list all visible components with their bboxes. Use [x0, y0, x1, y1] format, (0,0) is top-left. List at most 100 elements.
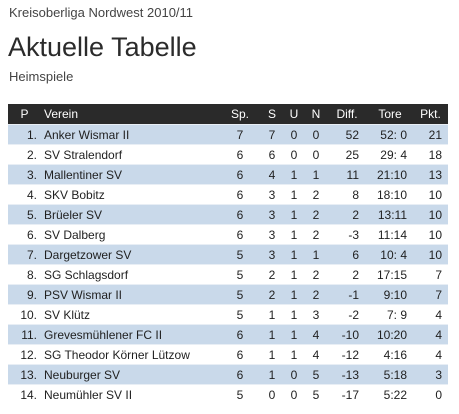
- goals-cell: 9:10: [367, 284, 413, 305]
- team-name-cell[interactable]: Anker Wismar II: [41, 124, 219, 145]
- points-cell: 7: [413, 264, 448, 285]
- points-cell: 7: [413, 284, 448, 305]
- position-cell: 1.: [8, 124, 41, 145]
- points-cell: 13: [413, 164, 448, 185]
- points-cell: 10: [413, 224, 448, 245]
- losses-cell: 4: [305, 344, 327, 365]
- points-cell: 10: [413, 244, 448, 265]
- draws-cell: 1: [283, 224, 305, 245]
- goals-cell: 29: 4: [367, 144, 413, 165]
- draws-cell: 1: [283, 304, 305, 325]
- draws-cell: 1: [283, 184, 305, 205]
- team-name-cell[interactable]: SKV Bobitz: [41, 184, 219, 205]
- played-cell: 5: [219, 264, 261, 285]
- team-name-cell[interactable]: Neumühler SV II: [41, 384, 219, 404]
- position-cell: 14.: [8, 384, 41, 404]
- points-cell: 18: [413, 144, 448, 165]
- losses-cell: 2: [305, 184, 327, 205]
- goal-difference-cell: -1: [327, 284, 367, 305]
- wins-cell: 0: [261, 384, 283, 404]
- wins-cell: 6: [261, 144, 283, 165]
- draws-cell: 1: [283, 284, 305, 305]
- points-cell: 4: [413, 304, 448, 325]
- wins-cell: 4: [261, 164, 283, 185]
- played-cell: 6: [219, 344, 261, 365]
- draws-cell: 1: [283, 244, 305, 265]
- goals-cell: 21:10: [367, 164, 413, 185]
- column-header-played[interactable]: Sp.: [219, 104, 261, 125]
- table-header-row: P Verein Sp. S U N Diff. Tore Pkt.: [8, 104, 448, 125]
- draws-cell: 0: [283, 364, 305, 385]
- points-cell: 4: [413, 344, 448, 365]
- wins-cell: 1: [261, 304, 283, 325]
- column-header-losses[interactable]: N: [305, 104, 327, 125]
- table-row: 4. SKV Bobitz 6 3 1 2 8 18:10 10: [8, 184, 448, 205]
- position-cell: 3.: [8, 164, 41, 185]
- column-header-draws[interactable]: U: [283, 104, 305, 125]
- losses-cell: 3: [305, 304, 327, 325]
- team-name-cell[interactable]: Dargetzower SV: [41, 244, 219, 265]
- draws-cell: 1: [283, 164, 305, 185]
- draws-cell: 1: [283, 324, 305, 345]
- points-cell: 10: [413, 184, 448, 205]
- column-header-position[interactable]: P: [8, 104, 41, 125]
- losses-cell: 2: [305, 284, 327, 305]
- position-cell: 11.: [8, 324, 41, 345]
- goals-cell: 11:14: [367, 224, 413, 245]
- table-row: 12. SG Theodor Körner Lützow 6 1 1 4 -12 4:16 4: [8, 344, 448, 365]
- losses-cell: 1: [305, 164, 327, 185]
- losses-cell: 2: [305, 204, 327, 225]
- position-cell: 12.: [8, 344, 41, 365]
- goal-difference-cell: 2: [327, 264, 367, 285]
- position-cell: 9.: [8, 284, 41, 305]
- team-name-cell[interactable]: Brüeler SV: [41, 204, 219, 225]
- goals-cell: 13:11: [367, 204, 413, 225]
- draws-cell: 1: [283, 344, 305, 365]
- team-name-cell[interactable]: PSV Wismar II: [41, 284, 219, 305]
- wins-cell: 3: [261, 184, 283, 205]
- column-header-wins[interactable]: S: [261, 104, 283, 125]
- goals-cell: 18:10: [367, 184, 413, 205]
- team-name-cell[interactable]: SG Schlagsdorf: [41, 264, 219, 285]
- position-cell: 5.: [8, 204, 41, 225]
- team-name-cell[interactable]: Mallentiner SV: [41, 164, 219, 185]
- team-name-cell[interactable]: SV Klütz: [41, 304, 219, 325]
- losses-cell: 5: [305, 384, 327, 404]
- table-filter-label: Heimspiele: [9, 69, 74, 84]
- losses-cell: 1: [305, 244, 327, 265]
- team-name-cell[interactable]: SG Theodor Körner Lützow: [41, 344, 219, 365]
- losses-cell: 0: [305, 144, 327, 165]
- table-row: 13. Neuburger SV 6 1 0 5 -13 5:18 3: [8, 364, 448, 385]
- played-cell: 6: [219, 324, 261, 345]
- team-name-cell[interactable]: SV Dalberg: [41, 224, 219, 245]
- points-cell: 10: [413, 204, 448, 225]
- position-cell: 8.: [8, 264, 41, 285]
- goal-difference-cell: 2: [327, 204, 367, 225]
- wins-cell: 1: [261, 324, 283, 345]
- team-name-cell[interactable]: Neuburger SV: [41, 364, 219, 385]
- wins-cell: 7: [261, 124, 283, 145]
- goal-difference-cell: -2: [327, 304, 367, 325]
- losses-cell: 5: [305, 364, 327, 385]
- goals-cell: 5:22: [367, 384, 413, 404]
- column-header-goals[interactable]: Tore: [367, 104, 413, 125]
- position-cell: 13.: [8, 364, 41, 385]
- team-name-cell[interactable]: Grevesmühlener FC II: [41, 324, 219, 345]
- goals-cell: 10:20: [367, 324, 413, 345]
- team-name-cell[interactable]: SV Stralendorf: [41, 144, 219, 165]
- wins-cell: 2: [261, 284, 283, 305]
- column-header-points[interactable]: Pkt.: [413, 104, 448, 125]
- column-header-goal-difference[interactable]: Diff.: [327, 104, 367, 125]
- goal-difference-cell: 8: [327, 184, 367, 205]
- goals-cell: 4:16: [367, 344, 413, 365]
- losses-cell: 0: [305, 124, 327, 145]
- standings-table: P Verein Sp. S U N Diff. Tore Pkt. 1. Ank…: [8, 104, 448, 404]
- column-header-team[interactable]: Verein: [41, 104, 219, 125]
- wins-cell: 3: [261, 244, 283, 265]
- points-cell: 3: [413, 364, 448, 385]
- draws-cell: 0: [283, 384, 305, 404]
- position-cell: 2.: [8, 144, 41, 165]
- table-row: 9. PSV Wismar II 5 2 1 2 -1 9:10 7: [8, 284, 448, 305]
- goal-difference-cell: 6: [327, 244, 367, 265]
